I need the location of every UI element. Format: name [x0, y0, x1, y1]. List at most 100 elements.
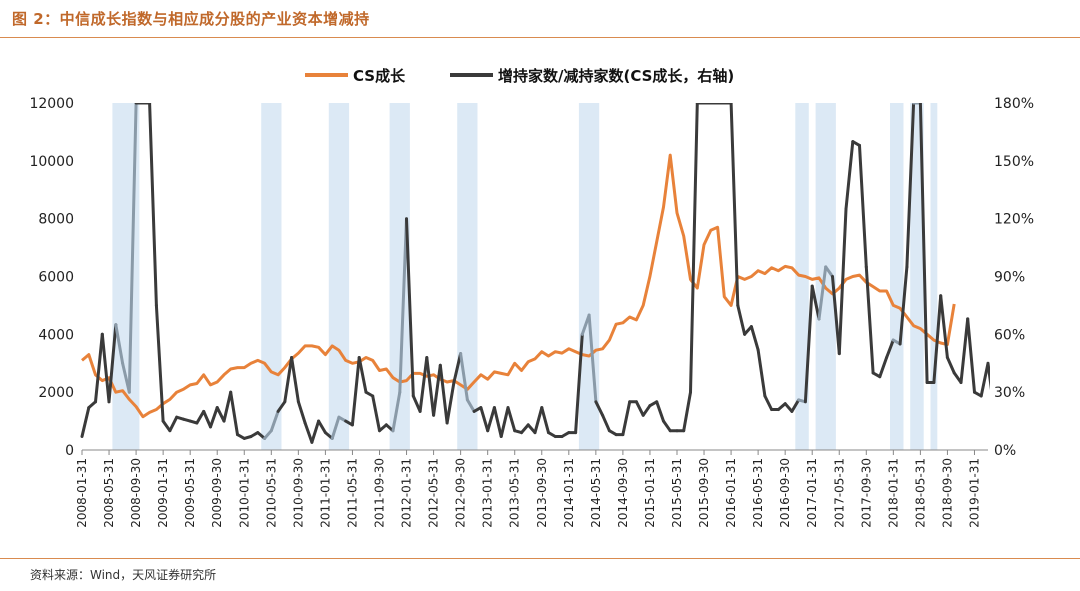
x-tick-label: 2018-09-30	[940, 458, 954, 528]
shaded-period-10	[930, 103, 938, 450]
shaded-periods	[112, 103, 938, 450]
x-tick-label: 2009-05-31	[183, 458, 197, 528]
series-segment-ratio	[94, 332, 104, 404]
y-left-tick-label: 6000	[38, 270, 74, 286]
top-rule	[0, 37, 1080, 38]
series-segment-ratio	[269, 409, 280, 433]
x-tick-label: 2015-05-31	[670, 458, 684, 528]
x-tick-label: 2014-09-30	[616, 458, 630, 528]
series-segment-ratio	[290, 356, 300, 404]
x-tick-label: 2015-09-30	[697, 458, 711, 528]
x-tick-label: 2009-01-31	[156, 458, 170, 528]
series-segment-ratio	[405, 217, 415, 398]
y-left-tick-label: 2000	[38, 385, 74, 401]
series-segment-ratio	[662, 419, 672, 433]
series-segment-ratio	[790, 398, 801, 413]
series-segment-ratio	[398, 217, 408, 394]
series-segment-ratio	[492, 406, 503, 438]
series-segment-ratio	[763, 394, 774, 411]
series-segment-ratio	[520, 423, 530, 435]
series-segment-ratio	[736, 303, 747, 336]
series-segment-ratio	[966, 317, 976, 394]
series-segment-ratio	[858, 143, 868, 269]
x-tick-label: 2017-05-31	[832, 458, 846, 528]
series-segment-ratio	[587, 313, 598, 404]
shaded-period-2	[328, 103, 350, 450]
figure-title: 图 2：中信成长指数与相应成分股的产业资本增减持	[12, 10, 370, 28]
series-segment-ratio	[445, 381, 456, 425]
series-segment-ratio	[682, 390, 692, 433]
series-line-cs	[81, 153, 956, 419]
series-lines	[80, 103, 990, 444]
series-segment-ratio	[878, 356, 889, 379]
series-segment-ratio	[729, 103, 740, 307]
series-segment-ratio	[689, 103, 699, 394]
x-tick-label: 2016-05-31	[751, 458, 765, 528]
y-right-tick-label: 120%	[994, 212, 1034, 228]
y-left-tick-label: 8000	[38, 212, 74, 228]
x-tick-label: 2012-01-31	[400, 458, 414, 528]
series-segment-ratio	[276, 400, 287, 413]
series-segment-ratio	[459, 352, 469, 402]
shaded-period-3	[389, 103, 410, 450]
legend: CS成长 增持家数/减持家数(CS成长，右轴)	[305, 67, 734, 85]
series-segment-ratio	[594, 400, 605, 417]
shaded-period-9	[910, 103, 924, 450]
series-segment-ratio	[945, 356, 956, 375]
y-right-tick-label: 90%	[994, 270, 1025, 286]
series-segment-ratio	[80, 406, 91, 438]
y-right-tick-label: 30%	[994, 385, 1025, 401]
series-segment-ratio	[837, 207, 848, 356]
series-segment-ratio	[195, 409, 206, 425]
y-right-tick-label: 150%	[994, 154, 1034, 170]
bottom-rule	[0, 558, 1080, 559]
series-segment-ratio	[357, 356, 368, 394]
series-segment-ratio	[209, 406, 219, 429]
series-segment-ratio	[810, 284, 821, 321]
x-tick-label: 2011-09-30	[373, 458, 387, 528]
series-segment-ratio	[803, 284, 814, 404]
series-segment-ratio	[844, 140, 855, 211]
x-tick-label: 2008-01-31	[75, 458, 89, 528]
series-segment-ratio	[783, 402, 794, 413]
x-tick-label: 2012-09-30	[454, 458, 468, 528]
series-segment-ratio	[655, 400, 665, 423]
series-segment-ratio	[831, 275, 841, 356]
series-segment-ratio	[621, 400, 632, 437]
series-segment-ratio	[959, 317, 970, 384]
series-segment-ratio	[127, 103, 138, 394]
x-tick-label: 2014-05-31	[589, 458, 603, 528]
x-tick-label: 2013-05-31	[508, 458, 522, 528]
series-segment-ratio	[864, 265, 875, 375]
series-segment-ratio	[756, 348, 767, 398]
y-left-tick-label: 4000	[38, 327, 74, 343]
x-tick-label: 2012-05-31	[427, 458, 441, 528]
x-tick-label: 2013-01-31	[481, 458, 495, 528]
x-tick-label: 2010-09-30	[291, 458, 305, 528]
series-segment-ratio	[979, 361, 990, 398]
series-segment-ratio	[229, 390, 239, 437]
source-note: 资料来源：Wind，天风证券研究所	[30, 568, 217, 582]
series-segment-ratio	[317, 419, 327, 435]
y-right-tick-label: 60%	[994, 327, 1025, 343]
series-segment-ratio	[432, 363, 442, 417]
series-segment-ratio	[898, 265, 909, 346]
series-segment-ratio	[107, 323, 118, 404]
series-segment-ratio	[574, 332, 584, 435]
series-segment-ratio	[506, 406, 517, 433]
x-tick-label: 2010-01-31	[237, 458, 251, 528]
x-tick-label: 2010-05-31	[264, 458, 278, 528]
x-tick-label: 2011-01-31	[318, 458, 332, 528]
series-segment-ratio	[330, 415, 341, 440]
x-tick-label: 2008-05-31	[102, 458, 116, 528]
series-segment-ratio	[418, 356, 429, 413]
series-segment-ratio	[215, 406, 226, 423]
shaded-period-8	[890, 103, 904, 450]
series-segment-ratio	[425, 356, 436, 417]
series-segment-ratio	[817, 265, 828, 321]
series-segment-ratio	[350, 356, 361, 427]
series-segment-ratio	[479, 406, 490, 433]
series-segment-ratio	[986, 361, 990, 391]
x-tick-label: 2017-09-30	[859, 458, 873, 528]
